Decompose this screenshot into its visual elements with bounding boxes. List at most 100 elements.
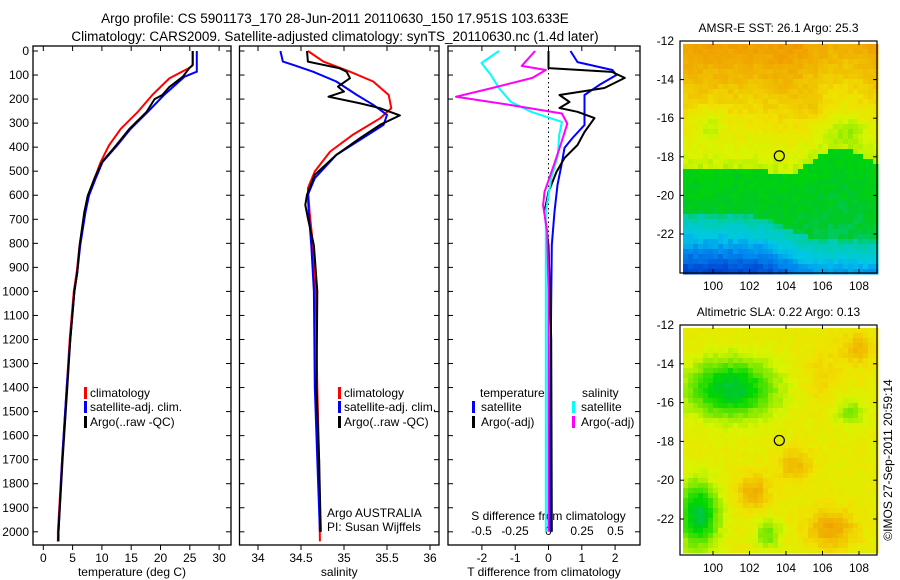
map-cell [838, 229, 844, 235]
map-cell [753, 403, 759, 409]
map-cell [773, 89, 779, 95]
map-cell [683, 269, 689, 275]
map-cell [863, 423, 869, 429]
map-cell [863, 463, 869, 469]
map-cell [713, 543, 719, 549]
map-cell [868, 358, 874, 364]
map-cell [733, 89, 739, 95]
map-cell [758, 533, 764, 539]
map-cell [723, 54, 729, 60]
map-cell [798, 498, 804, 504]
map-cell [693, 269, 699, 275]
map-cell [838, 84, 844, 90]
map-cell [783, 348, 789, 354]
map-cell [723, 264, 729, 270]
map-cell [778, 89, 784, 95]
map-cell [738, 104, 744, 110]
map-cell [783, 189, 789, 195]
map-cell [743, 443, 749, 449]
map-cell [868, 453, 874, 459]
map-cell [688, 254, 694, 260]
map-cell [848, 463, 854, 469]
map-cell [708, 463, 714, 469]
map-cell [823, 239, 829, 245]
map-cell [718, 229, 724, 235]
map-cell [823, 393, 829, 399]
map-cell [733, 438, 739, 444]
map-cell [733, 79, 739, 85]
map-cell [873, 333, 879, 339]
map-cell [828, 348, 834, 354]
map-cell [708, 473, 714, 479]
map-cell [838, 124, 844, 130]
map-cell [853, 129, 859, 135]
map-cell [683, 49, 689, 55]
map-cell [798, 74, 804, 80]
map-cell [708, 179, 714, 185]
map-cell [778, 214, 784, 220]
map-cell [863, 159, 869, 165]
map-cell [758, 219, 764, 225]
map-cell [713, 184, 719, 190]
map-cell [798, 353, 804, 359]
map-cell [833, 473, 839, 479]
map-cell [723, 343, 729, 349]
map-cell [733, 139, 739, 145]
map-cell [873, 513, 879, 519]
map-cell [768, 169, 774, 175]
map-cell [858, 408, 864, 414]
map-cell [738, 154, 744, 160]
map-cell [838, 234, 844, 240]
map-cell [863, 358, 869, 364]
map-cell [868, 328, 874, 334]
map-cell [798, 378, 804, 384]
map-cell [853, 89, 859, 95]
map-cell [738, 478, 744, 484]
map-cell [863, 54, 869, 60]
map-cell [793, 528, 799, 534]
map-cell [688, 159, 694, 165]
map-cell [703, 64, 709, 70]
map-cell [758, 269, 764, 275]
map-cell [803, 493, 809, 499]
map-cell [848, 159, 854, 165]
map-cell [753, 169, 759, 175]
map-cell [753, 74, 759, 80]
map-cell [733, 443, 739, 449]
map-cell [763, 44, 769, 50]
map-cell [718, 104, 724, 110]
map-cell [698, 114, 704, 120]
map-cell [843, 99, 849, 105]
map-cell [738, 219, 744, 225]
map-cell [783, 169, 789, 175]
map-cell [853, 338, 859, 344]
map-cell [688, 503, 694, 509]
map-cell [723, 164, 729, 170]
map-cell [833, 333, 839, 339]
map-cell [808, 498, 814, 504]
legend-label: Argo(..raw -QC) [90, 415, 175, 429]
map-cell [813, 64, 819, 70]
map-cell [783, 164, 789, 170]
map-cell [803, 244, 809, 250]
map-cell [743, 54, 749, 60]
map-cell [683, 438, 689, 444]
map-cell [718, 244, 724, 250]
map-cell [833, 189, 839, 195]
map-cell [753, 84, 759, 90]
map-cell [838, 398, 844, 404]
map-cell [733, 184, 739, 190]
map-cell [783, 373, 789, 379]
map-cell [808, 114, 814, 120]
map-cell [868, 164, 874, 170]
map-cell [693, 353, 699, 359]
map-cell [713, 114, 719, 120]
map-cell [798, 538, 804, 544]
map-cell [703, 189, 709, 195]
map-cell [743, 109, 749, 115]
map-cell [788, 428, 794, 434]
map-cell [803, 548, 809, 554]
map-cell [708, 333, 714, 339]
map-cell [828, 249, 834, 255]
map-cell [758, 154, 764, 160]
